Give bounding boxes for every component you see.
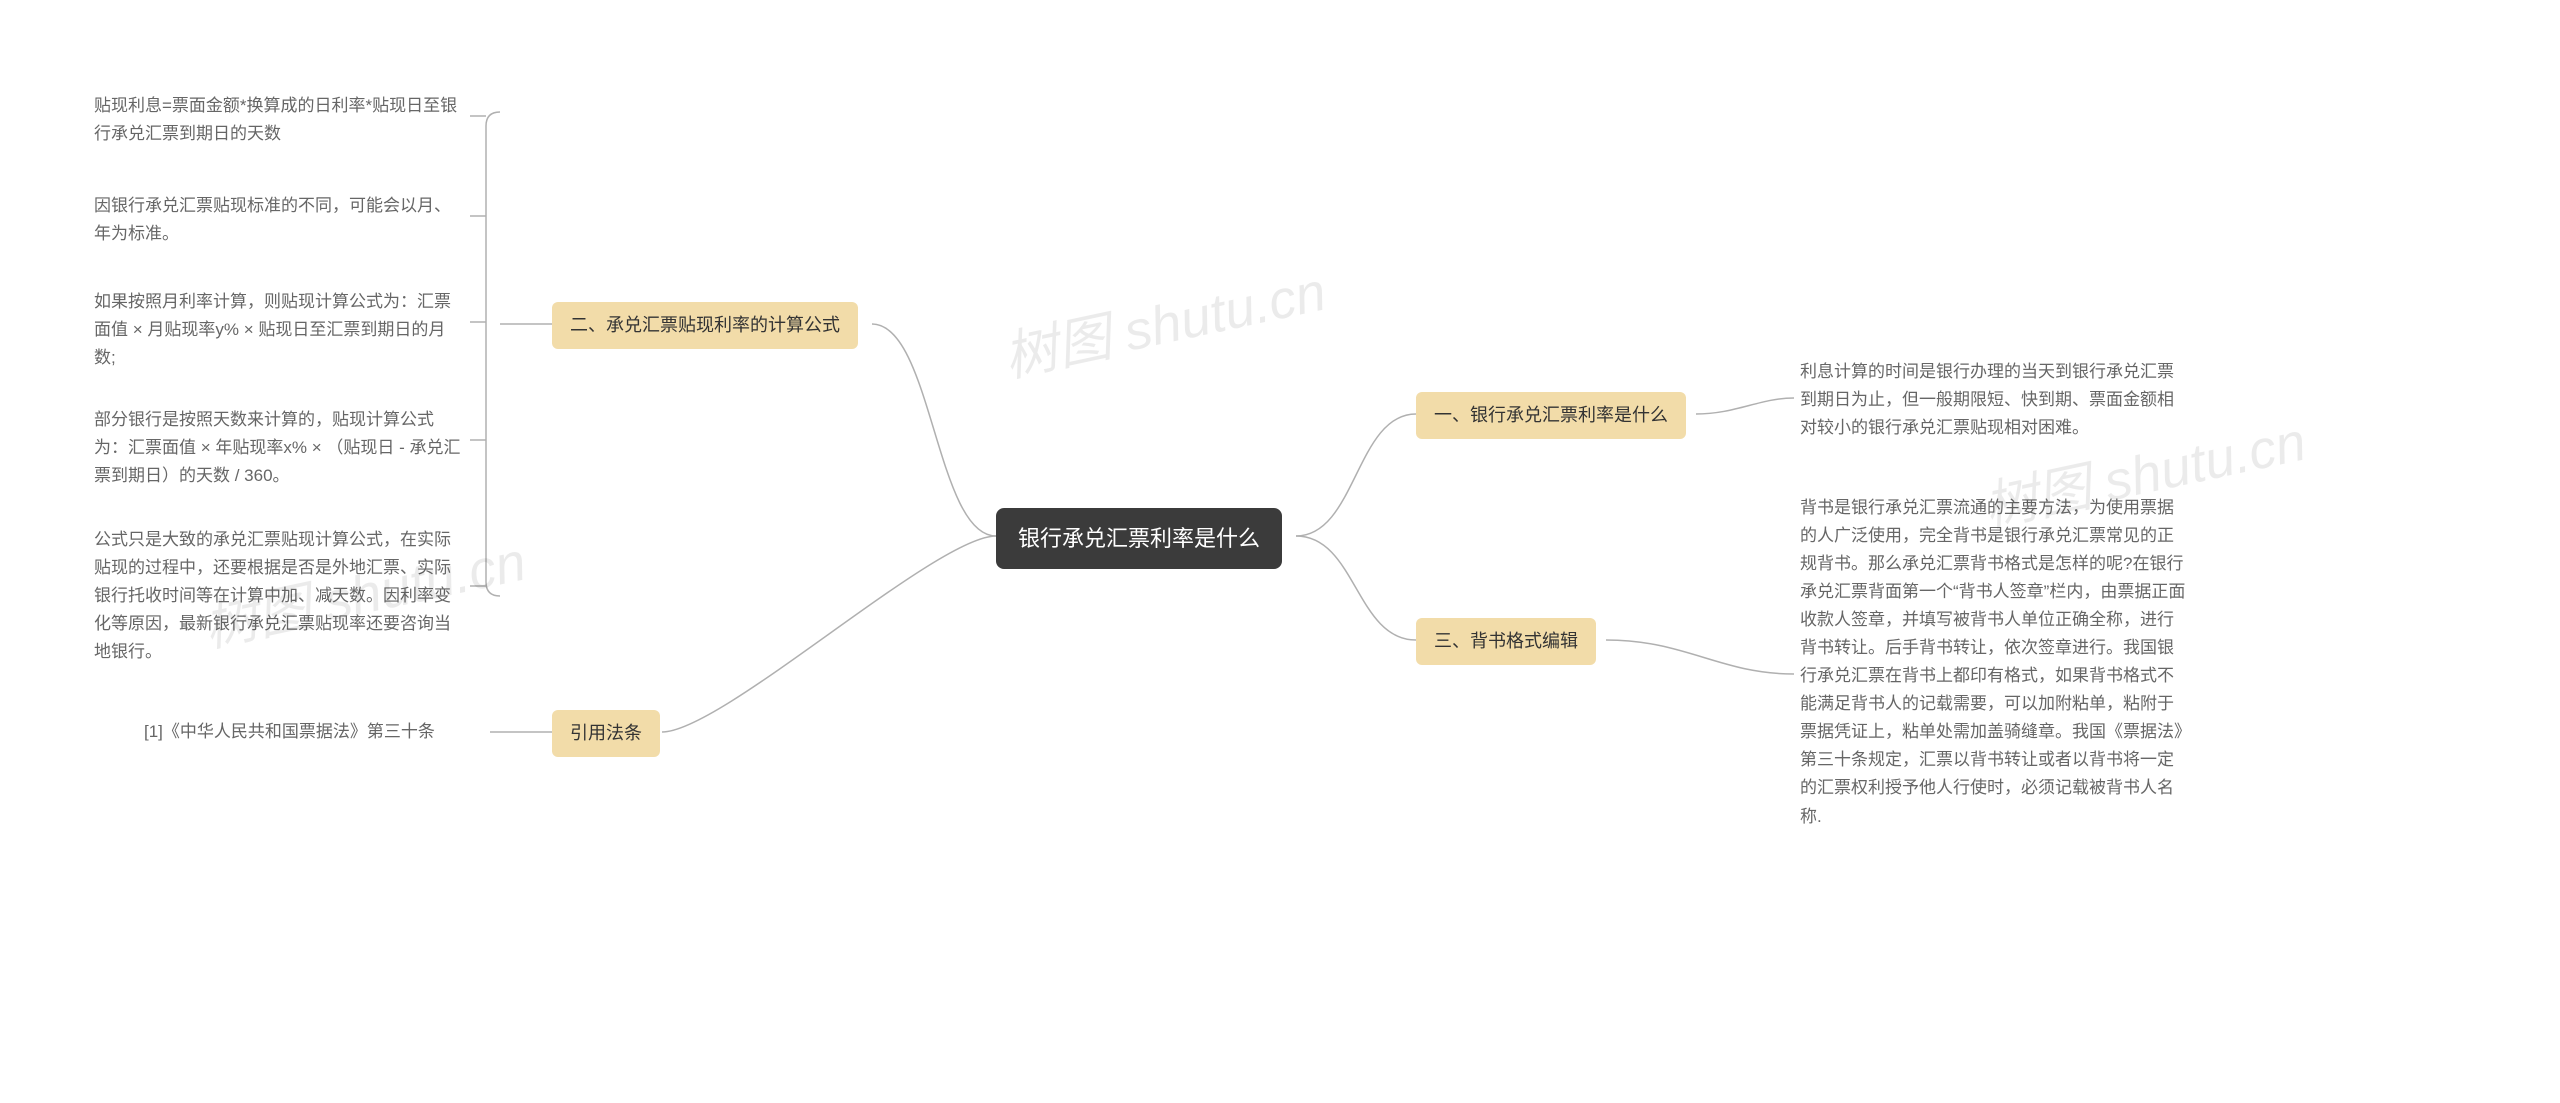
branch-section-2: 二、承兑汇票贴现利率的计算公式 <box>552 302 858 349</box>
leaf-section-3-item-0: 背书是银行承兑汇票流通的主要方法，为使用票据的人广泛使用，完全背书是银行承兑汇票… <box>1800 494 2190 831</box>
watermark: 树图 shutu.cn <box>995 247 1331 392</box>
leaf-section-2-item-3: 部分银行是按照天数来计算的，贴现计算公式为：汇票面值 × 年贴现率x% × （贴… <box>94 406 464 490</box>
leaf-section-1-item-0: 利息计算的时间是银行办理的当天到银行承兑汇票到期日为止，但一般期限短、快到期、票… <box>1800 358 2190 442</box>
branch-section-3: 三、背书格式编辑 <box>1416 618 1596 665</box>
leaf-section-2-item-1: 因银行承兑汇票贴现标准的不同，可能会以月、年为标准。 <box>94 192 464 248</box>
root-node: 银行承兑汇票利率是什么 <box>996 508 1282 569</box>
branch-citation: 引用法条 <box>552 710 660 757</box>
leaf-section-2-item-2: 如果按照月利率计算，则贴现计算公式为：汇票面值 × 月贴现率y% × 贴现日至汇… <box>94 288 464 372</box>
leaf-citation-item-0: [1]《中华人民共和国票据法》第三十条 <box>144 718 484 746</box>
branch-section-1: 一、银行承兑汇票利率是什么 <box>1416 392 1686 439</box>
leaf-section-2-item-4: 公式只是大致的承兑汇票贴现计算公式，在实际贴现的过程中，还要根据是否是外地汇票、… <box>94 526 464 666</box>
leaf-section-2-item-0: 贴现利息=票面金额*换算成的日利率*贴现日至银行承兑汇票到期日的天数 <box>94 92 464 148</box>
